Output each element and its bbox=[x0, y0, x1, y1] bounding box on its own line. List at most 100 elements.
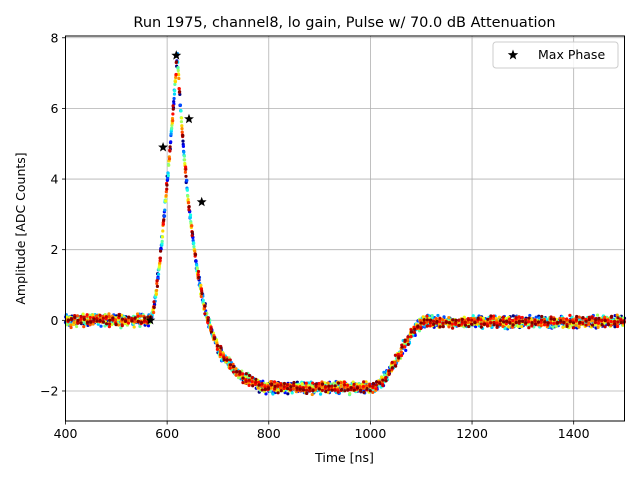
max-phase-series bbox=[145, 50, 207, 325]
waveform-point bbox=[241, 381, 245, 385]
y-axis-label: Amplitude [ADC Counts] bbox=[13, 152, 28, 304]
waveform-point bbox=[69, 325, 73, 330]
waveform-point bbox=[505, 319, 509, 323]
waveform-point bbox=[171, 112, 175, 116]
legend-label: Max Phase bbox=[538, 47, 605, 62]
waveform-point bbox=[98, 318, 102, 323]
waveform-point bbox=[314, 382, 318, 386]
waveform-point bbox=[425, 324, 429, 328]
waveform-point bbox=[584, 323, 588, 327]
waveform-point bbox=[409, 335, 413, 339]
waveform-point bbox=[521, 319, 525, 323]
waveform-point bbox=[503, 326, 507, 331]
max-phase-star bbox=[171, 50, 182, 60]
waveform-point bbox=[590, 315, 594, 320]
waveform-point bbox=[176, 68, 180, 73]
waveform-point bbox=[349, 386, 353, 390]
waveform-point bbox=[384, 379, 388, 383]
waveform-point bbox=[179, 109, 183, 113]
waveform-point bbox=[194, 259, 198, 263]
waveform-point bbox=[565, 317, 569, 321]
waveform-point bbox=[178, 103, 183, 107]
waveform-point bbox=[540, 314, 544, 319]
waveform-point bbox=[492, 314, 496, 318]
waveform-point bbox=[343, 383, 347, 387]
waveform-point bbox=[330, 384, 334, 388]
waveform-point bbox=[450, 326, 455, 330]
waveform-point bbox=[378, 381, 382, 385]
waveform-point bbox=[165, 183, 169, 187]
y-axis-ticks: −2 0 2 4 6 8 bbox=[40, 30, 66, 398]
waveform-point bbox=[126, 321, 131, 325]
waveform-point bbox=[177, 76, 181, 81]
waveform-point bbox=[152, 310, 156, 315]
waveform-point bbox=[206, 316, 210, 320]
waveform-point bbox=[324, 390, 328, 394]
waveform-point bbox=[190, 233, 194, 238]
waveform-point bbox=[187, 208, 191, 212]
waveform-point bbox=[488, 324, 492, 328]
waveform-point bbox=[565, 324, 569, 328]
waveform-point bbox=[606, 322, 611, 327]
waveform-point bbox=[595, 313, 600, 317]
waveform-point bbox=[587, 321, 591, 325]
waveform-point bbox=[438, 325, 442, 329]
waveform-point bbox=[374, 380, 379, 384]
waveform-point bbox=[501, 324, 505, 329]
waveform-point bbox=[354, 382, 359, 386]
waveform-point bbox=[528, 313, 532, 318]
waveform-point bbox=[516, 324, 520, 328]
waveform-point bbox=[318, 392, 323, 396]
waveform-point bbox=[162, 214, 167, 218]
waveform-point bbox=[108, 318, 112, 322]
waveform-point bbox=[174, 72, 178, 77]
waveform-point bbox=[536, 320, 541, 324]
waveform-point bbox=[511, 318, 515, 323]
waveform-point bbox=[183, 158, 187, 162]
waveform-point bbox=[387, 372, 391, 377]
waveform-point bbox=[514, 315, 518, 320]
waveform-point bbox=[111, 316, 115, 320]
waveform-point bbox=[180, 124, 184, 128]
waveform-point bbox=[79, 317, 83, 321]
waveform-point bbox=[95, 317, 99, 321]
waveform-point bbox=[291, 387, 295, 391]
waveform-point bbox=[418, 319, 423, 323]
waveform-point bbox=[428, 318, 433, 322]
waveform-point bbox=[75, 314, 80, 318]
waveform-point bbox=[539, 324, 543, 328]
waveform-point bbox=[231, 370, 236, 374]
waveform-point bbox=[160, 235, 165, 239]
waveform-point bbox=[173, 80, 178, 84]
waveform-point bbox=[419, 326, 423, 331]
waveform-point bbox=[552, 317, 557, 321]
waveform-point bbox=[524, 318, 528, 322]
waveform-point bbox=[524, 321, 528, 325]
waveform-point bbox=[225, 358, 229, 362]
waveform-point bbox=[533, 322, 537, 326]
waveform-point bbox=[186, 200, 191, 205]
y-tick-label: −2 bbox=[40, 383, 58, 398]
waveform-point bbox=[425, 314, 429, 318]
waveform-point bbox=[511, 323, 515, 327]
waveform-point bbox=[339, 381, 343, 385]
waveform-point bbox=[561, 325, 565, 329]
waveform-point bbox=[203, 304, 207, 308]
waveform-point bbox=[546, 321, 550, 325]
waveform-point bbox=[95, 319, 99, 323]
waveform-point bbox=[218, 352, 223, 357]
waveform-point bbox=[364, 384, 369, 388]
waveform-point bbox=[101, 316, 105, 320]
waveform-point bbox=[203, 312, 207, 316]
waveform-point bbox=[345, 383, 350, 388]
waveform-point bbox=[298, 387, 302, 391]
waveform-point bbox=[542, 323, 547, 327]
waveform-point bbox=[603, 325, 607, 329]
waveform-point bbox=[130, 319, 134, 323]
waveform-point bbox=[171, 104, 175, 108]
waveform-point bbox=[466, 320, 470, 324]
waveform-point bbox=[346, 388, 350, 392]
waveform-point bbox=[183, 170, 187, 174]
waveform-point bbox=[536, 323, 540, 327]
